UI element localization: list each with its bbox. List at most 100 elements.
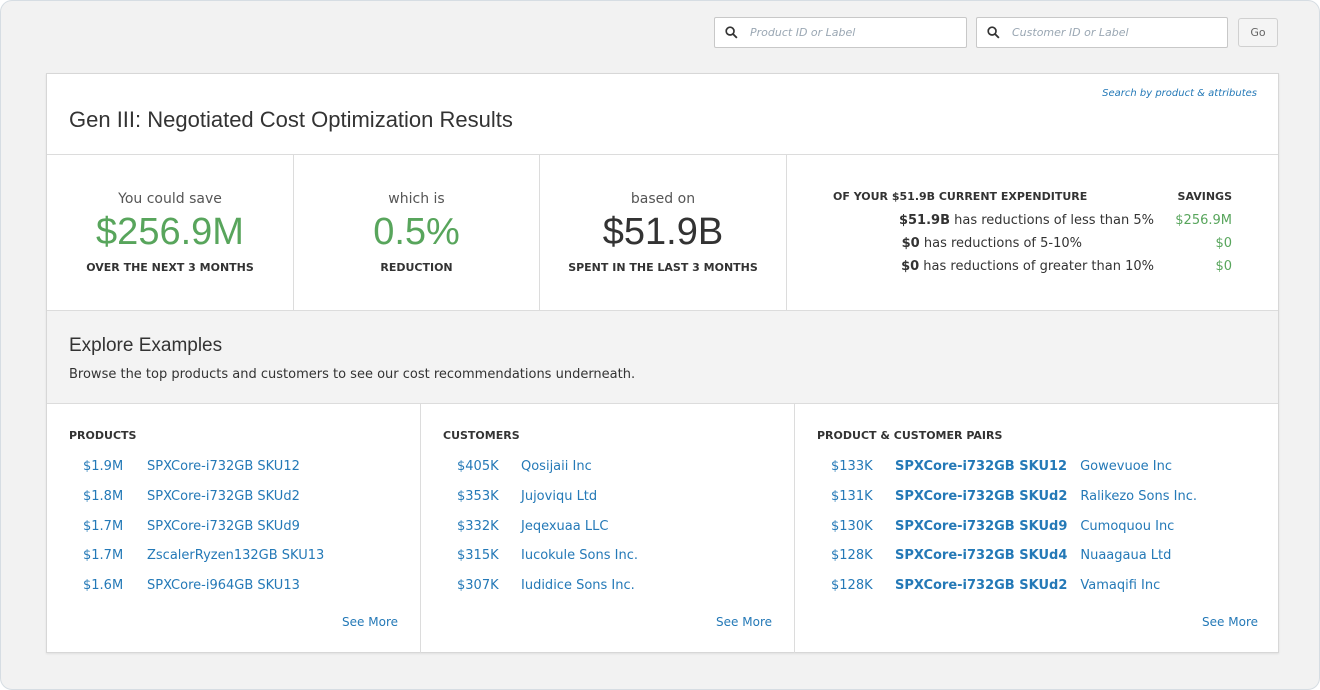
- list-item[interactable]: $1.7M ZscalerRyzen132GB SKU13: [83, 548, 324, 578]
- products-column: PRODUCTS $1.9M SPXCore-i732GB SKU12 $1.8M…: [47, 404, 421, 653]
- breakdown-savings: $0: [1215, 236, 1232, 251]
- item-amount[interactable]: $307K: [457, 578, 499, 594]
- item-amount[interactable]: $1.6M: [83, 578, 124, 594]
- customer-search-input[interactable]: [1012, 26, 1212, 39]
- item-name[interactable]: SPXCore-i732GB SKUd9: [147, 518, 300, 534]
- search-icon: [987, 26, 1000, 39]
- stat-savings: You could save $256.9M OVER THE NEXT 3 M…: [47, 155, 294, 310]
- list-item[interactable]: $405K Qosijaii Inc: [457, 459, 638, 489]
- item-name[interactable]: Iudidice Sons Inc.: [521, 578, 635, 594]
- stat-value: $51.9B: [602, 211, 724, 253]
- item-product[interactable]: SPXCore-i732GB SKUd2: [895, 488, 1068, 504]
- stat-lead: based on: [630, 191, 696, 207]
- product-search-input[interactable]: [750, 26, 950, 39]
- item-amount[interactable]: $133K: [831, 459, 873, 474]
- list-item[interactable]: $1.6M SPXCore-i964GB SKU13: [83, 578, 324, 608]
- breakdown-row: $0 has reductions of greater than 10%: [901, 259, 1154, 274]
- list-item[interactable]: $315K Iucokule Sons Inc.: [457, 548, 638, 578]
- breakdown-amount: $0: [901, 236, 920, 251]
- item-amount[interactable]: $332K: [457, 518, 499, 534]
- list-item[interactable]: $128K SPXCore-i732GB SKUd4 Nuaagaua Ltd: [831, 548, 1197, 578]
- savings-header: SAVINGS: [1177, 190, 1232, 203]
- search-by-product-link[interactable]: Search by product & attributes: [1102, 88, 1257, 99]
- search-icon: [725, 26, 738, 39]
- stat-lead: which is: [388, 191, 445, 207]
- products-see-more-link[interactable]: See More: [342, 615, 398, 629]
- item-product[interactable]: SPXCore-i732GB SKU12: [895, 459, 1068, 474]
- item-amount[interactable]: $128K: [831, 578, 873, 594]
- breakdown-text: has reductions of greater than 10%: [919, 259, 1154, 274]
- go-button[interactable]: Go: [1238, 18, 1278, 47]
- item-amount[interactable]: $405K: [457, 459, 499, 474]
- pairs-header: PRODUCT & CUSTOMER PAIRS: [817, 429, 1003, 442]
- item-customer[interactable]: Nuaagaua Ltd: [1080, 548, 1172, 564]
- expenditure-breakdown: OF YOUR $51.9B CURRENT EXPENDITURE SAVIN…: [787, 155, 1280, 310]
- breakdown-text: has reductions of 5-10%: [919, 236, 1082, 251]
- item-name[interactable]: Jeqexuaa LLC: [521, 518, 609, 534]
- breakdown-row: $51.9B has reductions of less than 5%: [899, 213, 1154, 228]
- item-name[interactable]: SPXCore-i964GB SKU13: [147, 578, 300, 594]
- stat-caption: OVER THE NEXT 3 MONTHS: [86, 261, 254, 274]
- item-name[interactable]: SPXCore-i732GB SKU12: [147, 459, 300, 474]
- customers-header: CUSTOMERS: [443, 429, 520, 442]
- list-item[interactable]: $1.9M SPXCore-i732GB SKU12: [83, 459, 324, 489]
- pairs-column: PRODUCT & CUSTOMER PAIRS $133K SPXCore-i7…: [795, 404, 1280, 653]
- item-amount[interactable]: $1.7M: [83, 548, 124, 564]
- item-customer[interactable]: Gowevuoe Inc: [1080, 459, 1173, 474]
- results-card: Gen III: Negotiated Cost Optimization Re…: [46, 73, 1279, 653]
- stat-caption: REDUCTION: [380, 261, 453, 274]
- item-customer[interactable]: Ralikezo Sons Inc.: [1080, 488, 1197, 504]
- customers-see-more-link[interactable]: See More: [716, 615, 772, 629]
- list-item[interactable]: $353K Jujoviqu Ltd: [457, 489, 638, 519]
- item-customer[interactable]: Cumoquou Inc: [1080, 518, 1175, 534]
- item-amount[interactable]: $1.9M: [83, 459, 124, 474]
- item-name[interactable]: ZscalerRyzen132GB SKU13: [147, 548, 325, 564]
- list-item[interactable]: $133K SPXCore-i732GB SKU12 Gowevuoe Inc: [831, 459, 1197, 489]
- customer-search[interactable]: [976, 17, 1228, 48]
- list-item[interactable]: $332K Jeqexuaa LLC: [457, 519, 638, 549]
- stat-reduction: which is 0.5% REDUCTION: [294, 155, 540, 310]
- breakdown-savings: $0: [1215, 259, 1232, 274]
- item-name[interactable]: Qosijaii Inc: [521, 459, 592, 474]
- item-product[interactable]: SPXCore-i732GB SKUd9: [895, 518, 1068, 534]
- list-item[interactable]: $1.8M SPXCore-i732GB SKUd2: [83, 489, 324, 519]
- breakdown-text: has reductions of less than 5%: [950, 213, 1154, 228]
- breakdown-row: $0 has reductions of 5-10%: [902, 236, 1082, 251]
- page-title: Gen III: Negotiated Cost Optimization Re…: [69, 107, 513, 132]
- product-search[interactable]: [714, 17, 967, 48]
- breakdown-savings: $256.9M: [1175, 213, 1232, 228]
- list-item[interactable]: $128K SPXCore-i732GB SKUd2 Vamaqifi Inc: [831, 578, 1197, 608]
- item-amount[interactable]: $1.7M: [83, 518, 124, 534]
- item-amount[interactable]: $131K: [831, 488, 873, 504]
- item-name[interactable]: Jujoviqu Ltd: [521, 488, 598, 504]
- item-amount[interactable]: $128K: [831, 548, 873, 564]
- breakdown-amount: $0: [901, 259, 920, 274]
- stat-caption: SPENT IN THE LAST 3 MONTHS: [568, 261, 758, 274]
- item-amount[interactable]: $130K: [831, 518, 873, 534]
- list-item[interactable]: $130K SPXCore-i732GB SKUd9 Cumoquou Inc: [831, 519, 1197, 549]
- customers-list: $405K Qosijaii Inc $353K Jujoviqu Ltd $332…: [457, 459, 638, 608]
- item-name[interactable]: SPXCore-i732GB SKUd2: [147, 488, 300, 504]
- item-name[interactable]: Iucokule Sons Inc.: [521, 548, 638, 564]
- explore-title: Explore Examples: [69, 335, 223, 356]
- item-amount[interactable]: $353K: [457, 488, 499, 504]
- divider: [47, 154, 1278, 155]
- stat-value: $256.9M: [96, 211, 244, 253]
- list-item[interactable]: $1.7M SPXCore-i732GB SKUd9: [83, 519, 324, 549]
- stat-lead: You could save: [118, 191, 222, 207]
- breakdown-amount: $51.9B: [898, 213, 950, 228]
- item-amount[interactable]: $315K: [457, 548, 499, 564]
- item-product[interactable]: SPXCore-i732GB SKUd2: [895, 578, 1068, 594]
- list-item[interactable]: $307K Iudidice Sons Inc.: [457, 578, 638, 608]
- item-customer[interactable]: Vamaqifi Inc: [1080, 578, 1161, 594]
- list-item[interactable]: $131K SPXCore-i732GB SKUd2 Ralikezo Sons I…: [831, 489, 1197, 519]
- pairs-list: $133K SPXCore-i732GB SKU12 Gowevuoe Inc $1…: [831, 459, 1197, 608]
- explore-section: Explore Examples Browse the top products…: [47, 310, 1278, 404]
- pairs-see-more-link[interactable]: See More: [1202, 615, 1258, 629]
- stat-value: 0.5%: [373, 211, 460, 253]
- item-amount[interactable]: $1.8M: [83, 488, 124, 504]
- explore-subtitle: Browse the top products and customers to…: [69, 367, 636, 382]
- item-product[interactable]: SPXCore-i732GB SKUd4: [895, 548, 1068, 564]
- products-list: $1.9M SPXCore-i732GB SKU12 $1.8M SPXCore-i…: [83, 459, 324, 608]
